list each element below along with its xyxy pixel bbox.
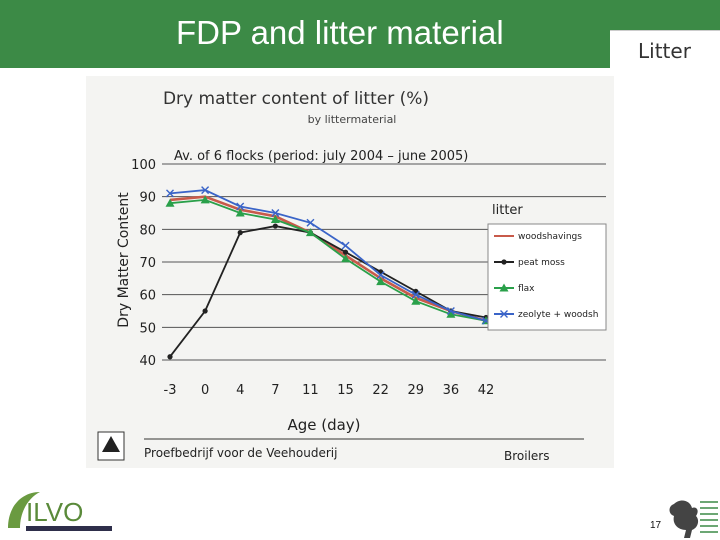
data-point	[341, 241, 350, 250]
title-bar	[0, 0, 720, 68]
footer-right: Broilers	[504, 449, 549, 463]
ilvo-logo-text: ILVO	[26, 497, 83, 527]
series-line	[169, 195, 487, 323]
y-tick-label: 70	[139, 256, 156, 271]
legend-label: woodshavings	[518, 232, 582, 242]
x-tick-label: 4	[236, 383, 244, 398]
x-tick-label: 22	[372, 383, 389, 398]
data-point	[342, 249, 349, 255]
data-point	[236, 202, 245, 211]
data-point	[501, 259, 507, 265]
chart-subtitle: by littermaterial	[308, 113, 397, 126]
legend-label: peat moss	[518, 258, 565, 268]
data-point	[446, 309, 456, 318]
legend-box	[487, 223, 607, 331]
x-tick-label: 29	[408, 383, 425, 398]
data-point	[200, 195, 210, 204]
chart: Dry matter content of litter (%) by litt…	[97, 89, 607, 463]
legend-label: flax	[518, 284, 535, 294]
series-line	[169, 189, 487, 322]
x-tick-label: 11	[302, 383, 319, 398]
data-point	[341, 254, 351, 263]
x-tick-label: 15	[337, 383, 354, 398]
page-number: 17	[650, 520, 662, 531]
data-point	[305, 228, 315, 237]
data-point	[500, 310, 508, 318]
series-zeolyte-woodsh	[166, 186, 490, 325]
data-point	[411, 296, 421, 305]
ilvo-logo: ILVO	[8, 492, 112, 531]
data-point	[499, 283, 509, 292]
data-point	[271, 209, 280, 217]
data-point	[202, 308, 208, 314]
data-point	[270, 215, 280, 224]
x-tick-label: 7	[271, 383, 279, 398]
series-woodshavings	[169, 195, 487, 323]
data-point	[446, 307, 455, 315]
data-point	[376, 277, 386, 286]
x-tick-label: 36	[443, 383, 460, 398]
x-axis-label: Age (day)	[287, 416, 360, 434]
chart-annotation: Av. of 6 flocks (period: july 2004 – jun…	[174, 149, 468, 164]
slide-title: FDP and litter material	[176, 14, 504, 51]
data-point	[376, 271, 385, 280]
legend-title: litter	[492, 203, 523, 218]
x-tick-label: -3	[164, 383, 177, 398]
y-tick-label: 100	[131, 158, 156, 173]
y-axis-label: Dry Matter Content	[116, 192, 132, 328]
y-tick-label: 40	[139, 354, 156, 369]
series-line	[169, 198, 487, 322]
series-line	[169, 225, 487, 358]
x-tick-label: 42	[478, 383, 495, 398]
data-point	[201, 186, 210, 195]
footer-left: Proefbedrijf voor de Veehouderij	[144, 446, 337, 460]
institute-mark-glyph	[102, 436, 120, 452]
data-point	[235, 208, 245, 217]
y-tick-label: 80	[139, 223, 156, 238]
x-tick-label: 0	[201, 383, 209, 398]
data-point	[167, 354, 173, 360]
y-tick-label: 50	[139, 321, 156, 336]
lion-crest-icon	[669, 500, 718, 538]
data-point	[166, 189, 174, 198]
y-tick-label: 90	[139, 191, 156, 206]
y-tick-label: 60	[139, 289, 156, 304]
data-point	[411, 290, 420, 299]
section-tab: Litter	[610, 30, 720, 68]
chart-title: Dry matter content of litter (%)	[163, 89, 429, 109]
chart-scan: Dry matter content of litter (%) by litt…	[86, 76, 614, 468]
data-point	[237, 230, 243, 236]
data-point	[165, 198, 175, 207]
legend-label: zeolyte + woodsh	[518, 310, 598, 320]
data-point	[272, 223, 278, 229]
data-point	[306, 218, 315, 227]
